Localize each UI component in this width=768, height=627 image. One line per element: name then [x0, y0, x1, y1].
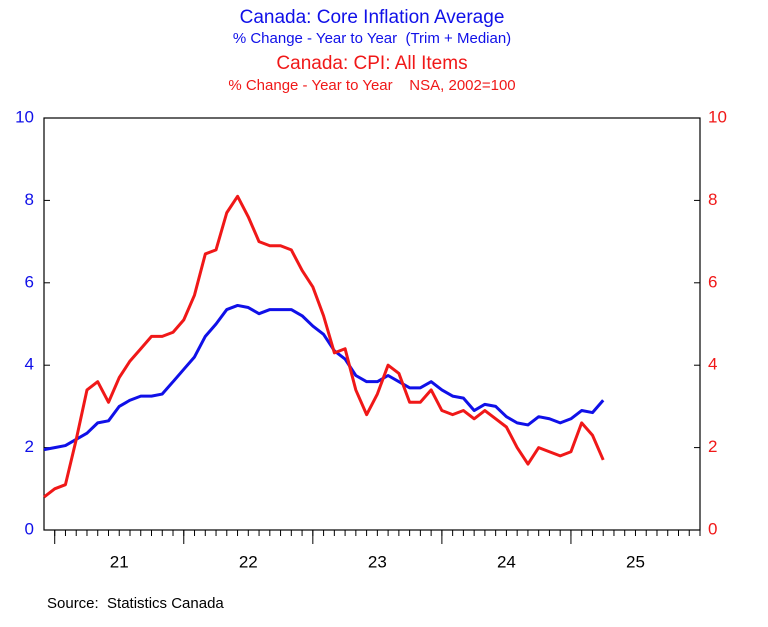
chart-subtitle-2: % Change - Year to Year NSA, 2002=100 [228, 77, 515, 94]
y2-tick-label: 2 [708, 437, 717, 456]
chart-title: Canada: Core Inflation Average [240, 7, 505, 28]
y2-tick-label: 8 [708, 190, 717, 209]
series-line [43, 194, 605, 499]
x-tick-label: 21 [110, 552, 129, 571]
plot-frame [43, 117, 701, 531]
y2-tick-label: 4 [708, 355, 717, 374]
y-tick-label: 2 [25, 437, 34, 456]
x-tick-label: 24 [497, 552, 516, 571]
x-tick-label: 23 [368, 552, 387, 571]
y-tick-label: 0 [25, 519, 34, 538]
y-tick-label: 10 [15, 107, 34, 126]
x-tick-label: 22 [239, 552, 258, 571]
y-tick-label: 4 [25, 355, 34, 374]
y2-tick-label: 10 [708, 107, 727, 126]
y-tick-label: 8 [25, 190, 34, 209]
y2-tick-label: 0 [708, 519, 717, 538]
chart-subtitle: % Change - Year to Year (Trim + Median) [233, 30, 511, 47]
series-line [43, 303, 605, 452]
source-note: Source: Statistics Canada [47, 595, 224, 612]
x-tick-label: 25 [626, 552, 645, 571]
y2-tick-label: 6 [708, 272, 717, 291]
y-tick-label: 6 [25, 272, 34, 291]
chart-title-2: Canada: CPI: All Items [276, 53, 467, 74]
